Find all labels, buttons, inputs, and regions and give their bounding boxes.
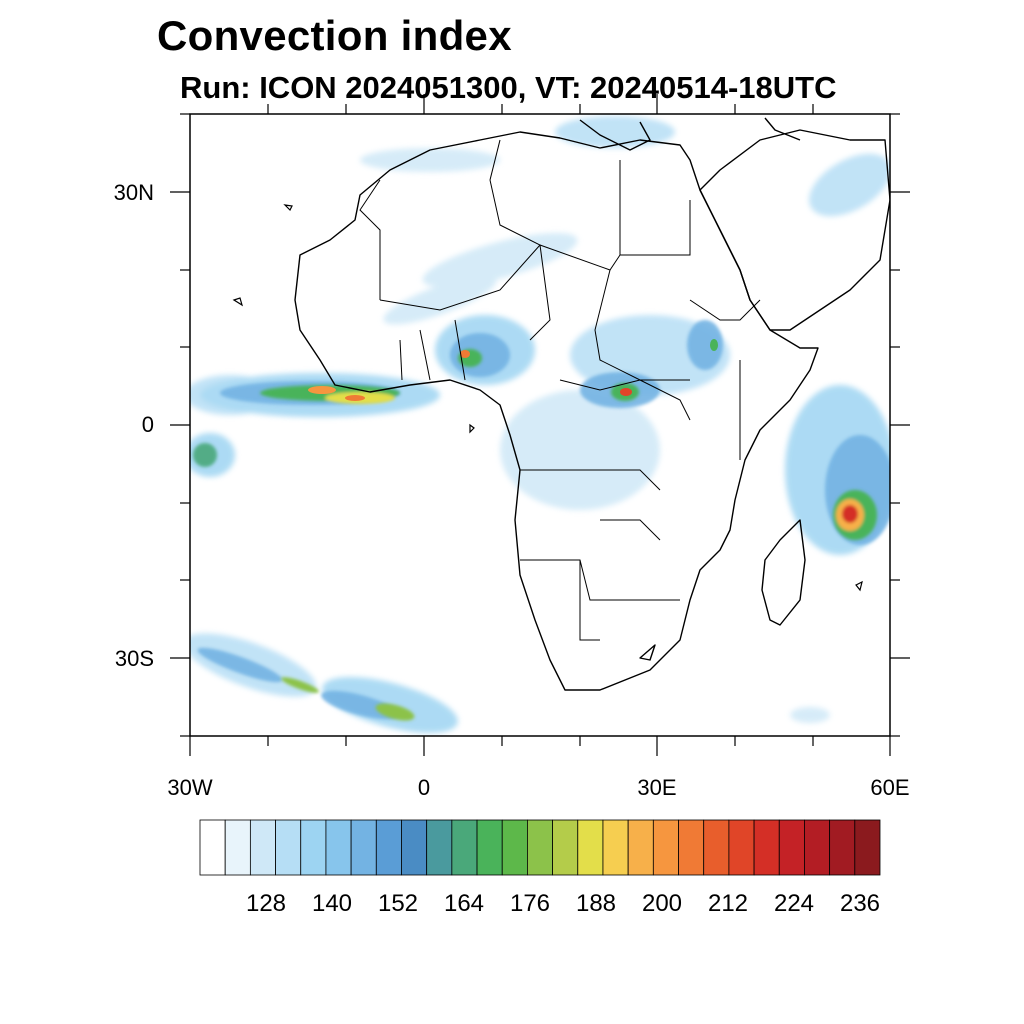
colorbar-label: 236 xyxy=(839,890,881,917)
colorbar-box xyxy=(804,819,831,876)
colorbar-box xyxy=(753,819,780,876)
colorbar-box xyxy=(728,819,755,876)
colorbar-box xyxy=(552,819,579,876)
colorbar-label: 152 xyxy=(377,890,419,917)
colorbar-label: 200 xyxy=(641,890,683,917)
lon-label-30w: 30W xyxy=(167,775,213,800)
country-borders xyxy=(359,139,761,641)
colorbar-box xyxy=(224,819,251,876)
axis-ticks xyxy=(170,94,910,756)
colorbar-box xyxy=(577,819,604,876)
lat-label-0: 0 xyxy=(141,412,154,437)
colorbar-box xyxy=(501,819,528,876)
colorbar-box xyxy=(451,819,478,876)
colorbar-box xyxy=(300,819,327,876)
chart-title: Convection index xyxy=(157,12,512,59)
colorbar-box xyxy=(527,819,553,876)
colorbar-box xyxy=(199,819,226,876)
colorbar-box xyxy=(678,819,705,876)
colorbar-label: 140 xyxy=(311,890,353,917)
colorbar-label: 128 xyxy=(245,890,287,917)
colorbar xyxy=(199,819,881,876)
colorbar-label: 212 xyxy=(707,890,749,917)
colorbar-box xyxy=(375,819,402,876)
convection-area-arabia xyxy=(809,153,890,217)
colorbar-box xyxy=(275,819,302,876)
colorbar-box xyxy=(426,819,453,876)
colorbar-box xyxy=(854,819,881,876)
convection-area-sahel xyxy=(383,275,497,325)
lat-label-30s: 30S xyxy=(114,646,154,671)
lon-label-30e: 30E xyxy=(637,775,677,800)
colorbar-label: 224 xyxy=(773,890,815,917)
colorbar-box xyxy=(602,819,629,876)
colorbar-box xyxy=(476,819,503,876)
colorbar-label: 176 xyxy=(509,890,551,917)
chart-subtitle: Run: ICON 2024051300, VT: 20240514-18UTC xyxy=(180,70,837,105)
convection-area-congo xyxy=(500,390,660,510)
colorbar-box xyxy=(703,819,730,876)
colorbar-box xyxy=(652,819,679,876)
lat-label-30n: 30N xyxy=(113,180,154,205)
colorbar-label: 188 xyxy=(575,890,617,917)
colorbar-box xyxy=(829,819,856,876)
colorbar-box xyxy=(325,819,352,876)
colorbar-box xyxy=(350,819,377,876)
lon-label-0: 0 xyxy=(417,775,431,800)
convection-area-algeria xyxy=(360,148,500,172)
convection-area-southern-ocean xyxy=(790,707,830,723)
lon-label-60e: 60E xyxy=(870,775,910,800)
colorbar-label: 164 xyxy=(443,890,485,917)
convection-field xyxy=(190,116,890,733)
colorbar-box xyxy=(627,819,654,876)
coastlines xyxy=(294,117,890,691)
colorbar-box xyxy=(778,819,805,876)
colorbar-box xyxy=(401,819,428,876)
colorbar-box xyxy=(249,819,276,876)
